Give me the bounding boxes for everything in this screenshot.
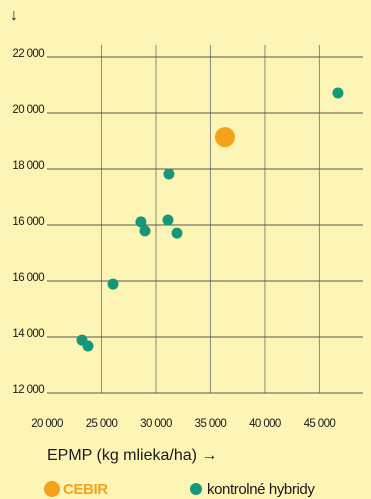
- legend-marker: [190, 483, 202, 495]
- x-tick-label: 20 000: [31, 418, 63, 430]
- x-tick-label: 30 000: [140, 418, 172, 430]
- y-axis-label: ↓: [10, 7, 18, 24]
- legend-label: kontrolné hybridy: [207, 481, 315, 498]
- y-tick-label: 16 000: [12, 272, 44, 284]
- point: [162, 214, 174, 226]
- point: [171, 227, 183, 239]
- y-tick-label: 14 000: [12, 328, 44, 340]
- y-tick-label: 18 000: [12, 160, 44, 172]
- point: [107, 278, 119, 290]
- x-axis-label: EPMP (kg mlieka/ha) →: [47, 447, 217, 464]
- x-tick-label: 35 000: [195, 418, 227, 430]
- legend-marker: [44, 481, 60, 497]
- x-tick-label: 45 000: [304, 418, 336, 430]
- x-tick-label: 25 000: [86, 418, 118, 430]
- y-tick-label: 16 000: [12, 216, 44, 228]
- point: [214, 127, 235, 148]
- point: [163, 168, 175, 180]
- y-tick-label: 20 000: [12, 104, 44, 116]
- point: [332, 87, 344, 99]
- point: [135, 216, 147, 228]
- y-tick-label: 12 000: [12, 384, 44, 396]
- y-tick-label: 22 000: [12, 48, 44, 60]
- point: [82, 340, 94, 352]
- legend-label: CEBIR: [63, 481, 108, 498]
- x-tick-label: 40 000: [249, 418, 281, 430]
- point: [139, 225, 151, 237]
